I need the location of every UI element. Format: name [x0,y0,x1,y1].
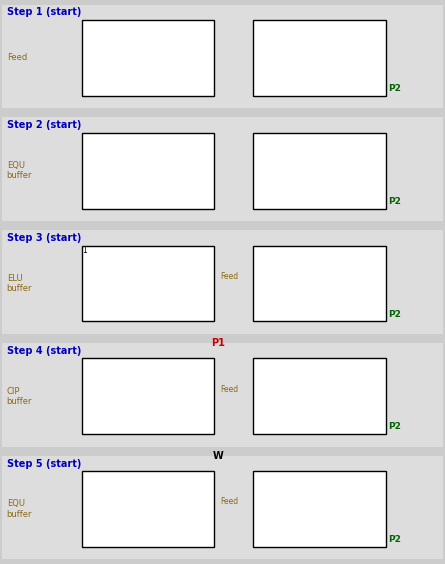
Text: Step 1 (start): Step 1 (start) [7,7,81,17]
Text: 1: 1 [82,246,87,255]
Text: W: W [213,451,223,461]
Text: EQU
buffer: EQU buffer [7,500,32,519]
Text: P2: P2 [388,84,400,93]
Text: ELU
buffer: ELU buffer [7,274,32,293]
Text: P2: P2 [388,422,400,431]
Text: Step 3 (start): Step 3 (start) [7,233,81,243]
Text: CIP
buffer: CIP buffer [7,387,32,406]
Text: P1: P1 [211,338,225,349]
Text: Step 4 (start): Step 4 (start) [7,346,81,356]
Text: EQU
buffer: EQU buffer [7,161,32,180]
Text: P2: P2 [388,197,400,206]
Text: P2: P2 [388,310,400,319]
Text: Step 2 (start): Step 2 (start) [7,120,81,130]
Text: Step 5 (start): Step 5 (start) [7,459,81,469]
Text: Feed: Feed [220,385,239,394]
Text: Feed: Feed [220,272,239,281]
Text: Feed: Feed [7,54,27,63]
Text: Feed: Feed [220,497,239,506]
Text: P2: P2 [388,535,400,544]
